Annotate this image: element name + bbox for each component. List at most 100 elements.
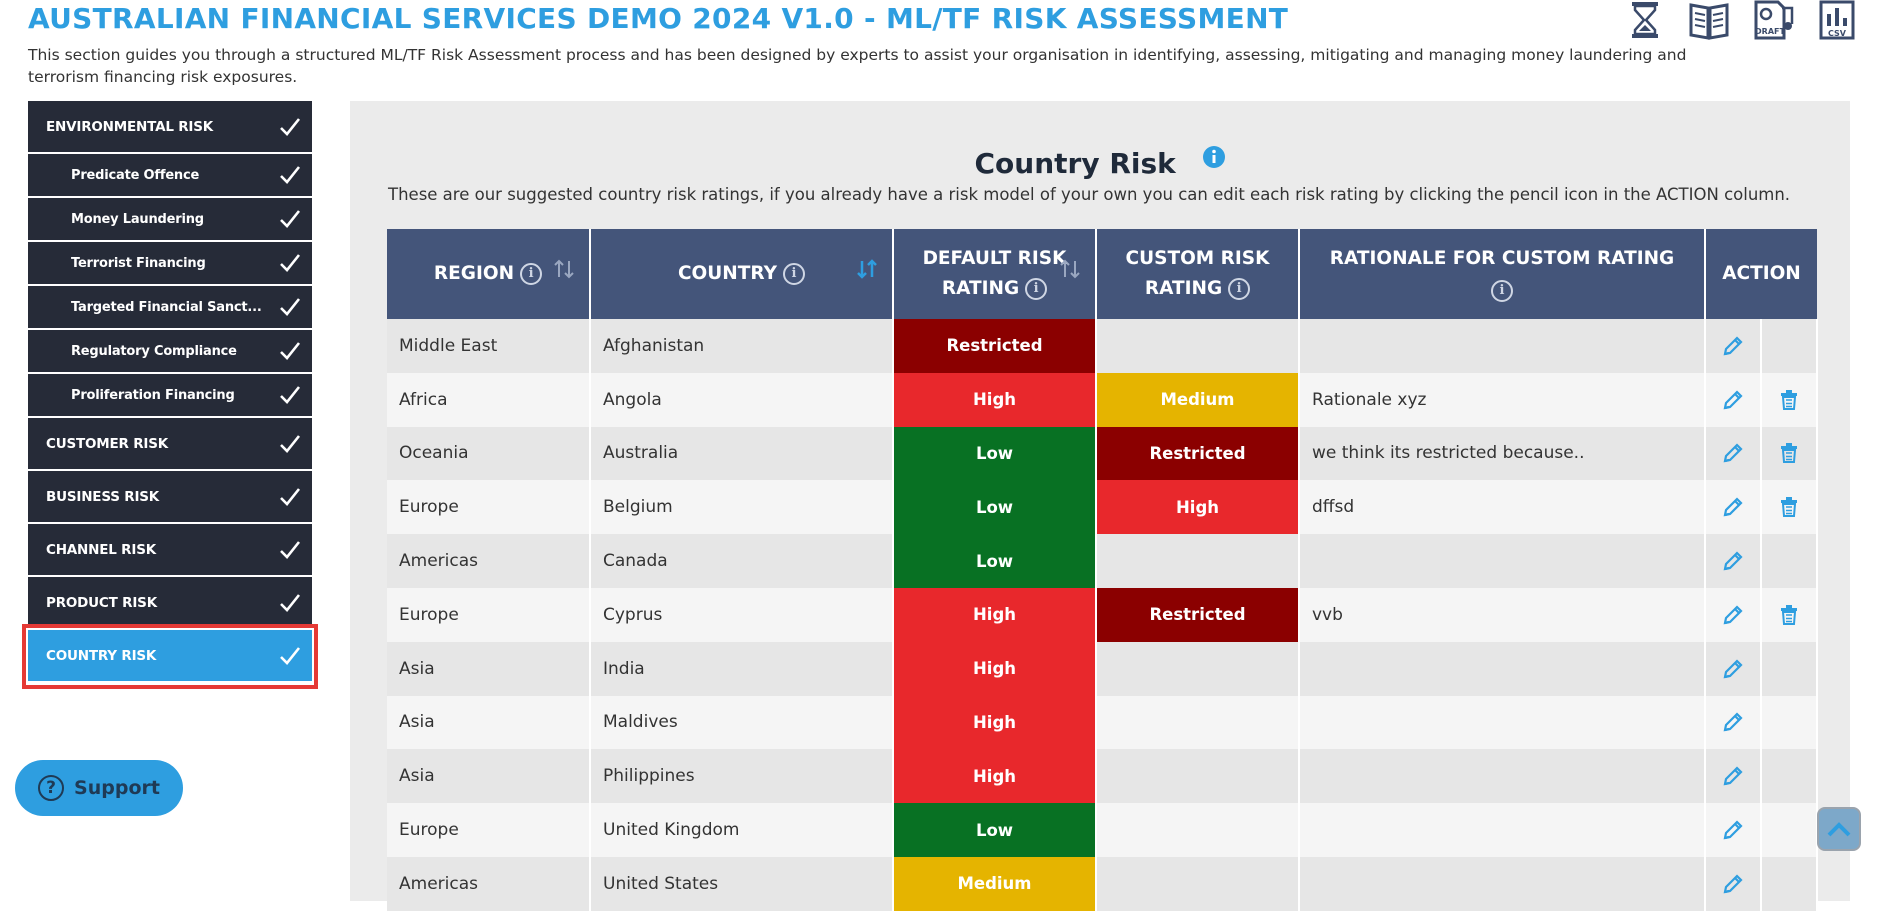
- scroll-to-top-button[interactable]: [1817, 807, 1861, 851]
- default-rating-cell: High: [893, 749, 1097, 804]
- custom-rating-cell: [1096, 803, 1300, 857]
- default-rating-cell: Low: [893, 426, 1097, 481]
- pencil-icon[interactable]: [1717, 760, 1749, 792]
- delete-cell: [1761, 803, 1818, 857]
- table-header-row: REGION i COUNTRY i DEFAULT RISK RATING i CU…: [387, 229, 1817, 319]
- country-header-label: COUNTRY: [677, 263, 778, 284]
- info-icon[interactable]: i: [783, 263, 806, 285]
- table-row: Americas Canada Low: [387, 534, 1818, 588]
- sidebar-item-channel-risk[interactable]: CHANNEL RISK: [28, 524, 312, 577]
- book-icon[interactable]: [1688, 0, 1730, 40]
- pencil-icon[interactable]: [1717, 868, 1749, 900]
- sidebar-item-customer-risk[interactable]: CUSTOMER RISK: [28, 418, 312, 471]
- region-cell: Americas: [387, 534, 591, 588]
- checkmark-icon: [278, 384, 302, 406]
- trash-icon[interactable]: [1773, 437, 1805, 469]
- rationale-cell: [1299, 641, 1706, 696]
- sidebar-item-environmental-risk[interactable]: ENVIRONMENTAL RISK: [28, 101, 312, 154]
- checkmark-icon: [278, 116, 302, 138]
- pencil-icon[interactable]: [1717, 814, 1749, 846]
- checkmark-icon: [278, 433, 302, 455]
- page-title: AUSTRALIAN FINANCIAL SERVICES DEMO 2024 …: [28, 2, 1289, 35]
- edit-cell: [1705, 480, 1762, 535]
- info-icon[interactable]: [1202, 143, 1226, 176]
- country-cell: United States: [590, 856, 894, 911]
- sidebar-item-terrorist-financing[interactable]: Terrorist Financing: [28, 242, 312, 286]
- csv-chart-icon[interactable]: CSV: [1816, 0, 1858, 40]
- column-header-default-rating[interactable]: DEFAULT RISK RATING i: [893, 229, 1097, 319]
- rationale-cell: vvb: [1299, 587, 1706, 642]
- checkmark-icon: [278, 340, 302, 362]
- custom-rating-cell: [1096, 695, 1300, 750]
- rationale-cell: [1299, 534, 1706, 588]
- table-row: Europe Cyprus High Restricted vvb: [387, 587, 1818, 642]
- custom-rating-cell: [1096, 856, 1300, 911]
- checkmark-icon: [278, 164, 302, 186]
- trash-icon[interactable]: [1773, 491, 1805, 523]
- country-risk-table: REGION i COUNTRY i DEFAULT RISK RATING i CU…: [387, 229, 1818, 911]
- region-cell: Oceania: [387, 426, 591, 481]
- delete-cell: [1761, 534, 1818, 588]
- sort-icon[interactable]: [1059, 259, 1081, 289]
- region-cell: Middle East: [387, 319, 591, 373]
- sidebar-item-country-risk[interactable]: COUNTRY RISK: [22, 624, 318, 689]
- sidebar-item-money-laundering[interactable]: Money Laundering: [28, 198, 312, 242]
- pencil-icon[interactable]: [1717, 706, 1749, 738]
- sidebar-item-label: PRODUCT RISK: [46, 594, 157, 611]
- sidebar-item-targeted-financial-sanct[interactable]: Targeted Financial Sanct...: [28, 286, 312, 330]
- delete-cell: [1761, 856, 1818, 911]
- sidebar-item-product-risk[interactable]: PRODUCT RISK: [28, 577, 312, 630]
- column-header-country[interactable]: COUNTRY i: [590, 229, 894, 319]
- action-header-label: ACTION: [1722, 263, 1801, 284]
- pencil-icon[interactable]: [1717, 330, 1749, 362]
- custom-rating-cell: [1096, 749, 1300, 804]
- info-icon[interactable]: i: [1025, 278, 1048, 300]
- draft-document-icon[interactable]: DRAFT: [1752, 0, 1794, 40]
- info-icon[interactable]: i: [520, 263, 543, 285]
- pencil-icon[interactable]: [1717, 545, 1749, 577]
- pencil-icon[interactable]: [1717, 384, 1749, 416]
- default-rating-cell: High: [893, 641, 1097, 696]
- pencil-icon[interactable]: [1717, 491, 1749, 523]
- column-header-region[interactable]: REGION i: [387, 229, 591, 319]
- edit-cell: [1705, 426, 1762, 481]
- pencil-icon[interactable]: [1717, 653, 1749, 685]
- support-button[interactable]: ? Support: [15, 760, 183, 816]
- sort-ascending-icon[interactable]: [856, 259, 878, 289]
- pencil-icon[interactable]: [1717, 437, 1749, 469]
- country-cell: Belgium: [590, 480, 894, 535]
- sidebar-item-label: BUSINESS RISK: [46, 488, 160, 505]
- edit-cell: [1705, 803, 1762, 857]
- trash-icon[interactable]: [1773, 599, 1805, 631]
- table-row: Americas United States Medium: [387, 856, 1818, 911]
- region-cell: Europe: [387, 587, 591, 642]
- main-panel: Country Risk These are our suggested cou…: [350, 101, 1850, 911]
- column-header-custom-rating: CUSTOM RISK RATING i: [1096, 229, 1300, 319]
- sort-icon[interactable]: [553, 259, 575, 289]
- region-cell: Asia: [387, 749, 591, 804]
- sidebar-item-proliferation-financing[interactable]: Proliferation Financing: [28, 374, 312, 418]
- section-heading: Country Risk: [350, 143, 1850, 180]
- sidebar-item-predicate-offence[interactable]: Predicate Offence: [28, 154, 312, 198]
- sidebar-item-regulatory-compliance[interactable]: Regulatory Compliance: [28, 330, 312, 374]
- trash-icon[interactable]: [1773, 384, 1805, 416]
- sidebar-item-business-risk[interactable]: BUSINESS RISK: [28, 471, 312, 524]
- rationale-cell: Rationale xyz: [1299, 372, 1706, 427]
- region-header-label: REGION: [433, 263, 515, 284]
- info-icon[interactable]: i: [1491, 280, 1513, 302]
- edit-cell: [1705, 372, 1762, 427]
- section-title-text: Country Risk: [974, 147, 1176, 180]
- rationale-cell: [1299, 319, 1706, 373]
- custom-rating-cell: [1096, 319, 1300, 373]
- region-cell: Africa: [387, 372, 591, 427]
- pencil-icon[interactable]: [1717, 599, 1749, 631]
- rationale-cell: [1299, 749, 1706, 804]
- edit-cell: [1705, 641, 1762, 696]
- hourglass-icon[interactable]: [1624, 0, 1666, 40]
- checkmark-icon: [278, 592, 302, 614]
- checkmark-icon: [278, 252, 302, 274]
- custom-rating-cell: Restricted: [1096, 426, 1300, 481]
- info-icon[interactable]: i: [1228, 278, 1251, 300]
- checkmark-icon: [278, 208, 302, 230]
- custom-rating-header-line2: RATING: [1144, 278, 1223, 299]
